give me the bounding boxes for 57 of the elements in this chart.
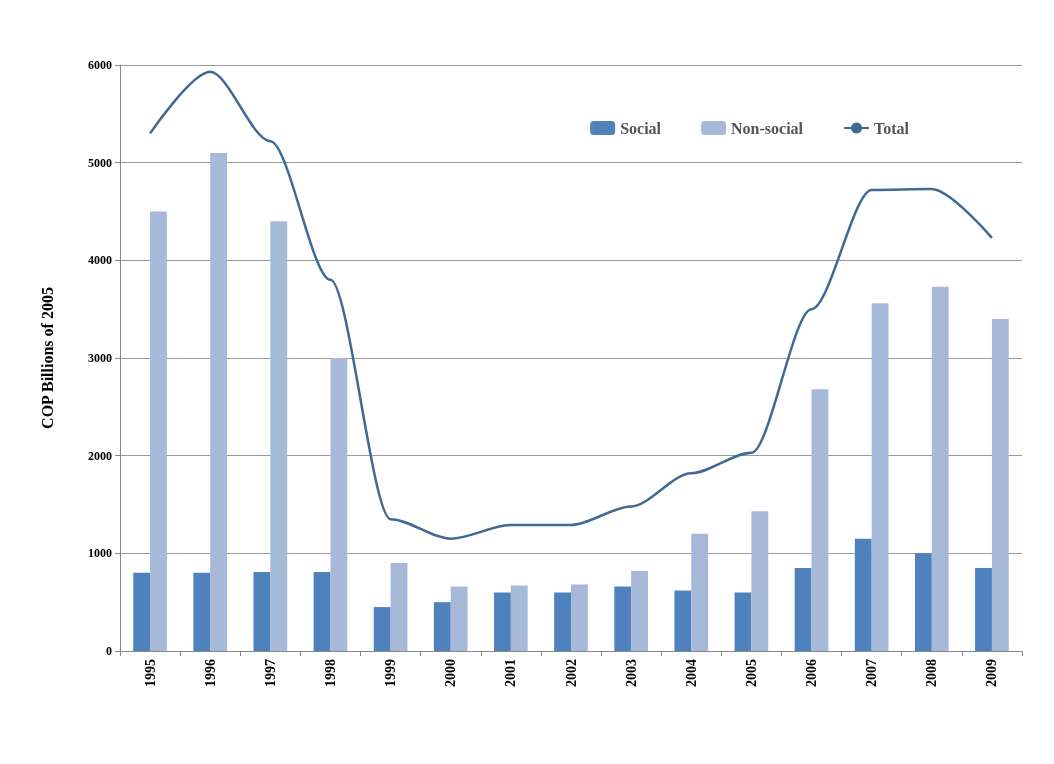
bar — [674, 590, 692, 651]
x-tick-label: 1995 — [142, 659, 158, 687]
bar — [450, 586, 468, 651]
bar — [871, 303, 889, 651]
x-tick-label: 2000 — [443, 659, 459, 687]
x-tick-label: 1997 — [262, 659, 278, 687]
x-tick-label: 2009 — [984, 659, 1000, 687]
y-tick-label: 1000 — [88, 546, 112, 561]
bar — [510, 585, 528, 651]
bar — [373, 607, 391, 651]
legend-label: Social — [620, 119, 662, 137]
x-tick-label: 2005 — [743, 659, 759, 687]
y-tick-label: 3000 — [88, 351, 112, 365]
x-tick-label: 1999 — [383, 659, 399, 687]
bar — [433, 602, 451, 651]
y-tick-label: 2000 — [88, 448, 112, 463]
y-tick-label: 0 — [106, 644, 112, 658]
bar — [193, 572, 211, 651]
bar — [330, 358, 348, 651]
bar — [931, 286, 949, 651]
bar — [210, 152, 228, 651]
x-tick-label: 2002 — [563, 659, 579, 687]
bar — [494, 592, 511, 651]
bar — [691, 533, 709, 651]
bar — [794, 567, 812, 651]
legend-label: Total — [874, 119, 910, 137]
x-tick-label: 1996 — [202, 659, 218, 687]
line-series — [148, 70, 994, 540]
bar — [811, 389, 829, 651]
y-axis-title: COP Billions of 2005 — [38, 287, 56, 429]
x-tick-label: 2006 — [804, 659, 820, 687]
bar — [554, 592, 571, 651]
y-tick-label: 6000 — [88, 58, 112, 72]
bar — [751, 511, 769, 651]
bar — [975, 567, 992, 651]
bar — [150, 211, 167, 651]
bar — [313, 571, 331, 651]
x-tick-label: 2007 — [864, 659, 880, 687]
bar — [571, 584, 588, 651]
x-tick-label: 1998 — [322, 659, 338, 687]
x-tick-label: 2003 — [623, 659, 639, 687]
bar — [270, 221, 288, 651]
bar — [734, 592, 752, 651]
x-tick-label: 2004 — [683, 659, 699, 687]
y-tick-label: 4000 — [88, 253, 112, 268]
bar — [631, 570, 648, 651]
bar — [991, 318, 1009, 651]
x-tick-label: 2001 — [503, 659, 519, 687]
bar — [914, 553, 932, 651]
bar — [854, 538, 872, 651]
bar — [133, 572, 151, 651]
x-tick-label: 2008 — [924, 659, 940, 687]
bar — [390, 563, 408, 651]
bar — [614, 586, 632, 651]
legend-label: Non-social — [731, 119, 804, 137]
y-tick-label: 5000 — [88, 155, 112, 170]
bar — [253, 571, 271, 651]
